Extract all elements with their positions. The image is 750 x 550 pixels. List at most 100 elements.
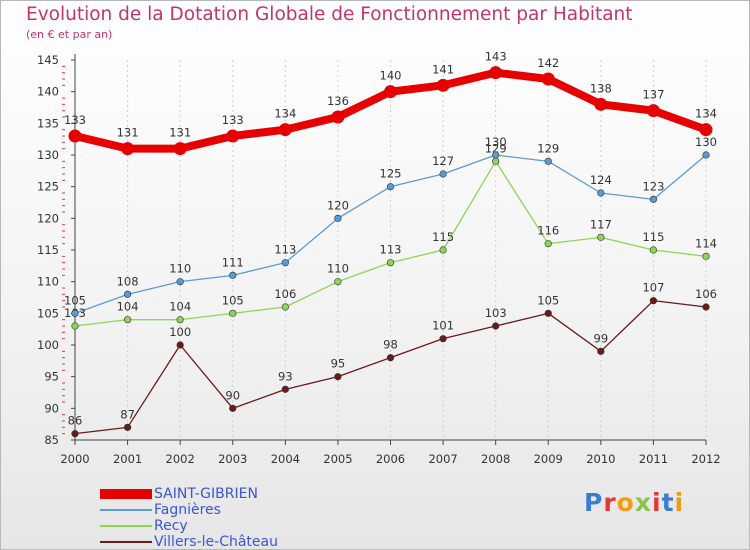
data-label: 120 [327, 198, 349, 212]
data-label: 116 [537, 224, 559, 238]
y-tick-label: 115 [37, 243, 59, 257]
data-point [384, 85, 397, 99]
proxiti-logo: Proxiti [584, 488, 684, 517]
data-point [281, 259, 289, 267]
data-label: 131 [117, 126, 139, 140]
data-label: 105 [64, 293, 86, 307]
data-point [71, 322, 79, 330]
logo-letter: P [584, 488, 604, 517]
data-point [492, 151, 500, 159]
data-point [226, 129, 240, 143]
data-label: 131 [169, 126, 191, 140]
data-point [229, 309, 237, 317]
data-label: 130 [695, 135, 717, 149]
y-tick-label: 120 [37, 211, 59, 225]
data-point [71, 430, 79, 438]
y-tick-label: 95 [44, 370, 59, 384]
data-label: 142 [537, 56, 559, 70]
y-tick-label: 130 [37, 148, 59, 162]
legend-swatch [100, 541, 152, 543]
data-label: 129 [537, 141, 559, 155]
data-point [386, 259, 395, 267]
data-label: 93 [278, 369, 293, 383]
data-point [439, 170, 447, 178]
data-label: 138 [590, 81, 612, 95]
data-label: 130 [485, 135, 507, 149]
data-label: 113 [274, 243, 296, 257]
data-point [278, 123, 292, 137]
data-point [492, 322, 500, 330]
data-label: 133 [222, 113, 244, 127]
data-label: 143 [485, 50, 507, 64]
data-point [597, 233, 605, 241]
data-label: 106 [274, 287, 296, 301]
data-label: 103 [485, 306, 507, 320]
data-point [386, 183, 395, 191]
logo-letter: x [634, 488, 652, 517]
x-tick-label: 2001 [113, 452, 142, 466]
data-point [541, 72, 555, 86]
data-label: 134 [274, 107, 296, 121]
data-label: 98 [383, 338, 398, 352]
data-point [649, 246, 658, 254]
data-point [646, 104, 660, 118]
data-point [229, 271, 237, 279]
data-point [71, 309, 79, 317]
data-label: 125 [380, 167, 402, 181]
data-label: 115 [642, 230, 664, 244]
x-tick-label: 2010 [586, 452, 615, 466]
y-tick-label: 140 [37, 85, 59, 99]
data-label: 100 [169, 325, 191, 339]
data-point [702, 252, 710, 260]
data-point [68, 129, 82, 143]
x-tick-label: 2011 [639, 452, 668, 466]
legend-swatch [100, 509, 152, 511]
y-tick-label: 110 [37, 275, 59, 289]
data-label: 124 [590, 173, 612, 187]
data-label: 86 [68, 414, 83, 428]
x-tick-label: 2003 [218, 452, 247, 466]
data-label: 115 [432, 230, 454, 244]
chart-title: Evolution de la Dotation Globale de Fonc… [26, 4, 633, 25]
data-label: 113 [380, 243, 402, 257]
data-point [123, 290, 132, 298]
data-point [123, 423, 132, 431]
data-point [334, 214, 342, 222]
y-tick-label: 100 [37, 338, 59, 352]
data-point [386, 354, 395, 362]
data-label: 133 [64, 113, 86, 127]
data-label: 123 [642, 179, 664, 193]
y-tick-label: 90 [44, 401, 59, 415]
data-label: 137 [642, 88, 664, 102]
x-tick-label: 2006 [376, 452, 405, 466]
data-point [649, 195, 658, 203]
y-tick-label: 105 [37, 306, 59, 320]
y-tick-label: 145 [37, 53, 59, 67]
data-point [597, 347, 605, 355]
data-point [492, 157, 500, 165]
legend-label: Fagnières [154, 502, 221, 518]
data-point [702, 151, 710, 159]
data-point [334, 278, 342, 286]
data-point [489, 66, 503, 80]
data-label: 95 [331, 357, 346, 371]
logo-letter: i [652, 488, 662, 517]
data-point [594, 97, 608, 111]
legend-swatch [100, 489, 152, 499]
data-point [439, 335, 447, 343]
x-tick-label: 2000 [60, 452, 89, 466]
legend-label: SAINT-GIBRIEN [154, 486, 258, 502]
y-tick-label: 135 [37, 116, 59, 130]
data-point [121, 142, 135, 156]
data-point [281, 385, 289, 393]
data-point [331, 110, 345, 124]
data-label: 110 [169, 262, 191, 276]
data-point [123, 316, 132, 324]
data-point [544, 157, 552, 165]
data-label: 134 [695, 107, 717, 121]
data-label: 90 [225, 388, 240, 402]
legend-label: Recy [154, 518, 188, 534]
data-label: 141 [432, 62, 454, 76]
